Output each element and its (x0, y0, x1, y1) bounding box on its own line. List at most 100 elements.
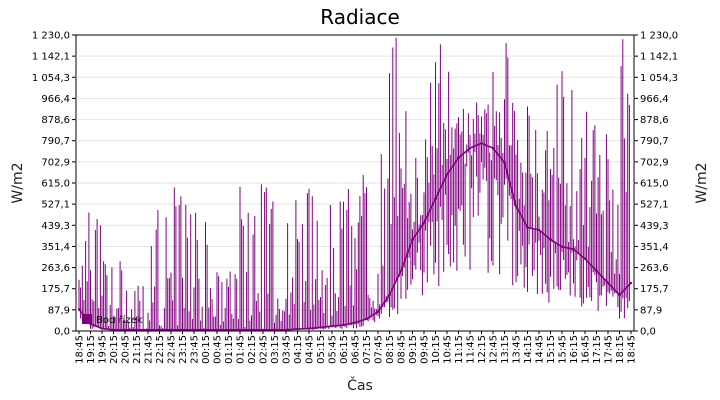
x-tick-label: 12:15 (477, 335, 488, 364)
x-tick-label: 11:15 (454, 335, 465, 364)
series-point (181, 328, 184, 331)
y-axis-left: 0,0 87,9 175,7 263,6 351,4 439,3 527,1 615,0 702… (32, 31, 76, 338)
series-point (491, 146, 495, 150)
x-tick-label: 08:45 (397, 335, 408, 364)
x-tick-label: 05:15 (316, 335, 327, 364)
series-point (330, 325, 334, 328)
y-axis-title-right: W/m2 (694, 162, 710, 203)
series-point (503, 161, 506, 164)
x-tick-label: 12:45 (489, 335, 500, 364)
x-tick-label: 15:45 (558, 335, 569, 364)
series-point (537, 228, 541, 232)
x-tick-label: 02:15 (247, 335, 258, 364)
x-tick-label: 17:15 (592, 335, 603, 364)
series-point (307, 327, 311, 330)
y-tick-label-left: 439,3 (41, 221, 70, 232)
series-point (261, 328, 265, 331)
chart-title: Radiace (320, 5, 400, 29)
x-tick-label: 07:45 (374, 335, 385, 364)
y-tick-label-left: 351,4 (41, 242, 70, 253)
x-tick-label: 05:45 (328, 335, 339, 364)
y-tick-label-right: 0,0 (640, 327, 656, 338)
x-tick-label: 00:45 (213, 335, 224, 364)
series-point (411, 238, 414, 241)
series-point (399, 269, 403, 272)
series-point (388, 293, 391, 297)
x-tick-label: 11:45 (466, 335, 477, 364)
series-bod-rizek (77, 37, 633, 331)
series-point (204, 328, 207, 331)
x-tick-label: 06:45 (351, 335, 362, 364)
series-point (250, 328, 253, 331)
y-tick-label-right: 702,9 (640, 157, 669, 168)
x-tick-label: 21:45 (144, 335, 155, 364)
x-tick-label: 10:15 (431, 335, 442, 364)
y-tick-label-left: 175,7 (41, 284, 70, 295)
y-tick-label-right: 615,0 (640, 179, 669, 190)
y-axis-right: 0,0 87,9 175,7 263,6 351,4 439,3 527,1 615,0 702… (634, 31, 678, 338)
x-tick-label: 09:45 (420, 335, 431, 364)
series-point (273, 328, 276, 331)
y-tick-label-left: 527,1 (41, 200, 70, 211)
x-tick-label: 18:45 (627, 335, 638, 364)
series-point (629, 281, 633, 285)
x-tick-label: 02:45 (259, 335, 270, 364)
series-point (457, 156, 460, 159)
series-point (112, 328, 115, 331)
series-point (595, 269, 598, 272)
y-tick-label-right: 527,1 (640, 200, 669, 211)
x-tick-label: 21:15 (132, 335, 143, 364)
series-point (342, 323, 345, 327)
y-tick-label-right: 351,4 (640, 242, 669, 253)
series-point (376, 310, 380, 313)
y-tick-label-left: 1 054,3 (32, 73, 70, 84)
x-tick-label: 06:15 (339, 335, 350, 364)
series-point (422, 221, 426, 224)
x-tick-label: 08:15 (385, 335, 396, 364)
series-point (169, 328, 173, 331)
x-tick-label: 16:15 (569, 335, 580, 364)
x-tick-label: 16:45 (581, 335, 592, 364)
series-point (618, 293, 621, 297)
series-point (146, 328, 150, 331)
y-tick-label-left: 1 142,1 (32, 52, 70, 63)
y-tick-label-right: 966,4 (640, 94, 669, 105)
y-tick-label-right: 439,3 (640, 221, 669, 232)
series-point (572, 248, 575, 251)
series-point (319, 326, 322, 329)
x-tick-label: 22:45 (167, 335, 178, 364)
series-point (549, 238, 552, 241)
y-tick-label-left: 87,9 (48, 305, 70, 316)
x-tick-label: 03:15 (270, 335, 281, 364)
series-point (526, 226, 529, 229)
series-point (227, 328, 230, 331)
legend-swatch (82, 314, 92, 324)
x-axis: 18:45 19:15 19:45 20:15 20:45 21:15 21:45 22:15… (75, 331, 638, 364)
series-point (158, 328, 161, 331)
x-tick-label: 22:15 (155, 335, 166, 364)
series-point (238, 328, 242, 331)
x-axis-title: Čas (347, 376, 373, 394)
series-point (192, 328, 196, 331)
series-point (77, 308, 81, 311)
y-tick-label-right: 87,9 (640, 305, 662, 316)
series-point (365, 317, 368, 321)
y-tick-label-left: 1 230,0 (32, 31, 70, 42)
y-tick-label-right: 1 054,3 (640, 73, 678, 84)
x-tick-label: 15:15 (546, 335, 557, 364)
x-tick-label: 13:15 (500, 335, 511, 364)
y-tick-label-right: 175,7 (640, 284, 669, 295)
x-tick-label: 18:15 (615, 335, 626, 364)
series-point (284, 328, 288, 331)
series-point (468, 146, 472, 150)
series-point (100, 327, 104, 330)
x-tick-label: 20:15 (109, 335, 120, 364)
x-tick-label: 17:45 (604, 335, 615, 364)
x-tick-label: 13:45 (512, 335, 523, 364)
x-tick-label: 10:45 (443, 335, 454, 364)
y-tick-label-left: 263,6 (41, 263, 70, 274)
x-tick-label: 19:15 (86, 335, 97, 364)
y-tick-label-right: 1 142,1 (640, 52, 678, 63)
x-tick-label: 09:15 (408, 335, 419, 364)
